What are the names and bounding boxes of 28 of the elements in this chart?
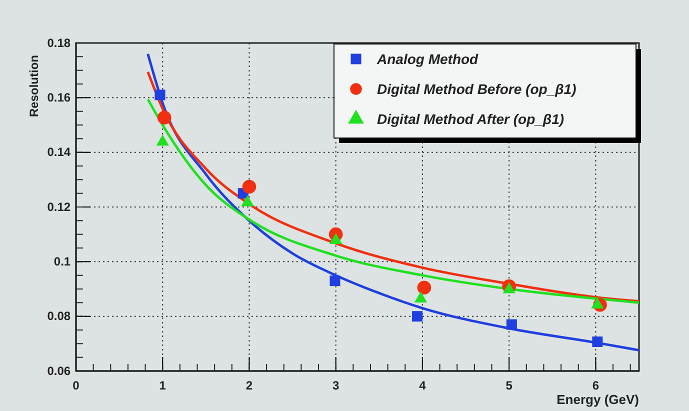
- point: [592, 336, 603, 347]
- point: [154, 90, 166, 100]
- x-tick-label: 2: [246, 378, 253, 393]
- point: [157, 110, 172, 125]
- point: [417, 280, 432, 295]
- x-tick-label: 3: [332, 378, 340, 393]
- y-tick-label: 0.06: [47, 364, 71, 378]
- y-tick-label: 0.16: [47, 90, 71, 105]
- point: [506, 319, 517, 330]
- point: [330, 276, 340, 286]
- x-tick-label: 0: [72, 378, 80, 393]
- y-tick-label: 0.18: [47, 36, 71, 50]
- y-axis-title: Resolution: [27, 55, 41, 117]
- y-tick-label: 0.12: [47, 200, 71, 214]
- legend-label: Digital Method Before (op_β1): [377, 81, 577, 97]
- x-axis-title: Energy (GeV): [556, 392, 639, 407]
- x-tick-label: 1: [159, 378, 166, 393]
- point: [242, 180, 256, 194]
- y-tick-label: 0.08: [47, 309, 71, 324]
- point: [412, 311, 423, 322]
- legend-label: Digital Method After (op_β1): [377, 111, 564, 127]
- y-tick-label: 0.14: [47, 145, 71, 160]
- legend-label: Analog Method: [376, 51, 479, 67]
- line-series: [146, 52, 640, 352]
- y-tick-label: 0.1: [54, 254, 71, 269]
- x-tick-label: 6: [592, 378, 600, 393]
- x-tick-label: 5: [506, 378, 513, 393]
- x-tick-label: 4: [419, 378, 426, 393]
